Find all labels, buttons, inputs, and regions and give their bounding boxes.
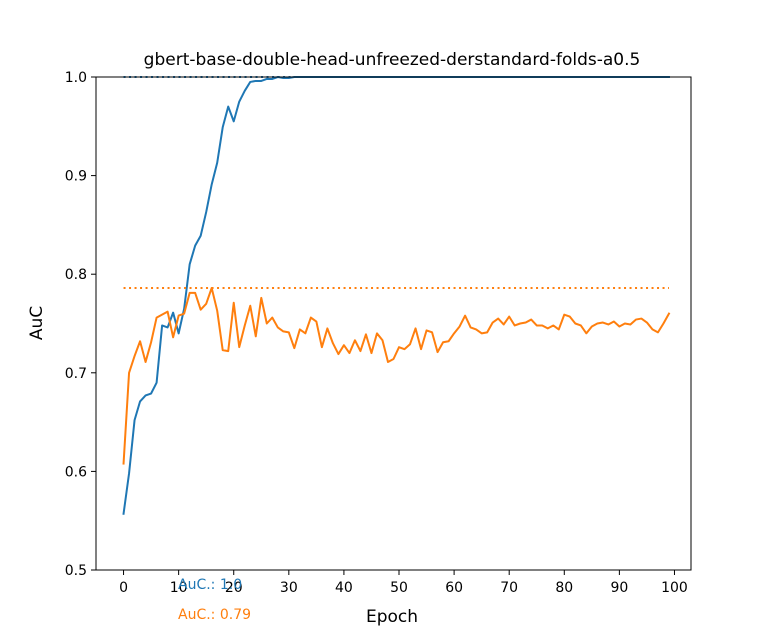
y-axis-label: AuC: [27, 306, 47, 340]
x-axis-label: Epoch: [366, 607, 418, 627]
y-tick-label: 0.7: [65, 366, 87, 382]
x-tick-label: 80: [555, 580, 573, 596]
x-tick-label: 0: [119, 580, 128, 596]
y-tick-label: 0.5: [65, 563, 87, 579]
x-tick-label: 60: [445, 580, 463, 596]
annotation-auc-blue: AuC.: 1.0: [178, 577, 242, 593]
series-1-line: [122, 287, 671, 465]
y-tick-label: 1.0: [65, 70, 87, 86]
chart-title: gbert-base-double-head-unfreezed-derstan…: [144, 50, 641, 70]
x-tick-label: 50: [390, 580, 408, 596]
x-tick-label: 90: [610, 580, 628, 596]
x-tick-label: 10: [170, 580, 188, 596]
axes-layer: 0 10 20 30 40 50 60 70 80 90 100 0.5 0.6 0.7 0.8 0.9 1.0: [65, 70, 692, 596]
annotation-auc-orange: AuC.: 0.79: [178, 607, 251, 623]
y-tick-label: 0.6: [65, 464, 87, 480]
x-tick-label: 40: [335, 580, 353, 596]
y-tick-label: 0.9: [65, 169, 87, 185]
x-tick-label: 70: [500, 580, 518, 596]
x-tick-label: 20: [225, 580, 243, 596]
x-tick-label: 30: [280, 580, 298, 596]
y-tick-label: 0.8: [65, 267, 87, 283]
plot-frame: [95, 76, 692, 571]
x-tick-label: 100: [661, 580, 688, 596]
